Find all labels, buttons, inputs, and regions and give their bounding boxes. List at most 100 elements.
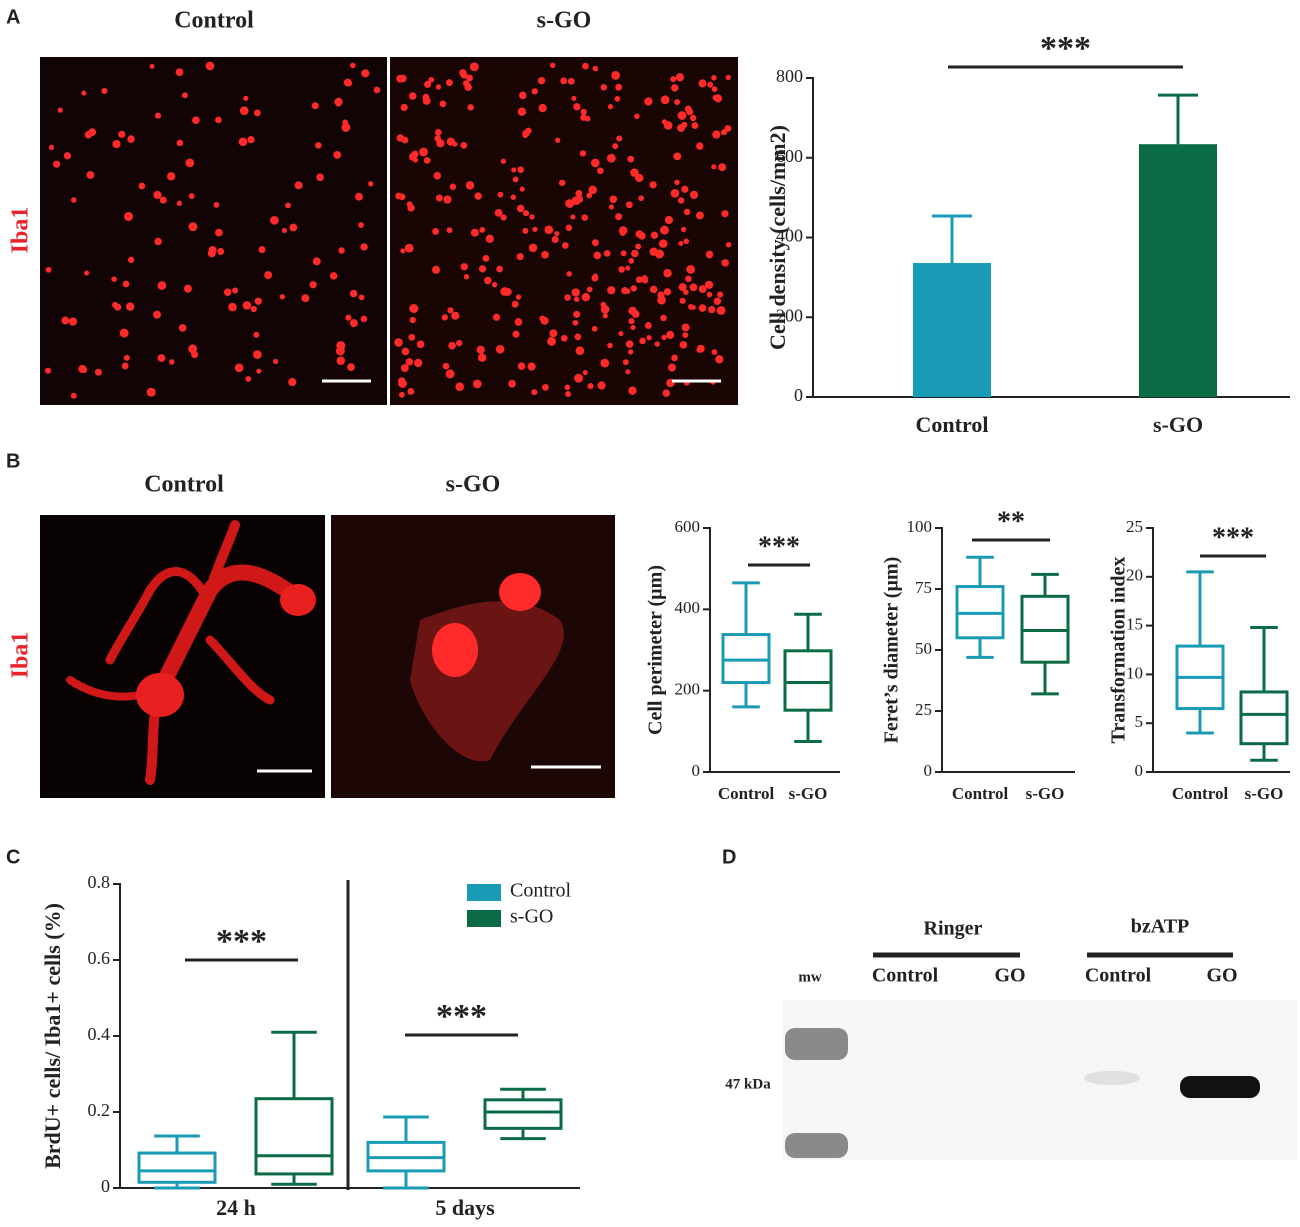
cell [711,164,717,170]
cell [724,125,732,132]
cell [358,222,364,228]
micrograph [40,57,387,405]
y-tick-label: 5 [1135,712,1144,731]
cell [335,100,342,107]
panel-label: A [6,6,20,28]
cell [492,313,501,321]
stain-label: Iba1 [8,632,34,679]
cell [712,130,721,139]
cell [698,285,707,294]
cell [281,227,287,233]
cell [618,266,625,273]
cell [517,166,524,173]
cell [435,84,442,90]
cell [614,96,621,102]
x-tick-label: s-GO [1153,412,1203,437]
cell [497,191,504,198]
cell [625,369,631,375]
cell [580,114,587,121]
cell [706,291,713,298]
cell [511,167,517,173]
cell [423,157,431,164]
cell [635,276,643,284]
cell [479,226,486,233]
cell-body [280,584,316,616]
cell [342,119,349,126]
cell [472,379,482,389]
cell [121,362,129,370]
cell [127,135,135,143]
stain-label: Iba1 [8,207,34,254]
cell [708,305,716,314]
bar [1139,144,1217,397]
x-tick-label: s-GO [789,784,828,803]
cell [516,253,524,261]
cell [449,183,457,190]
cell [695,211,704,220]
cell [138,182,146,190]
cell [398,391,405,398]
cell [716,306,726,315]
cell [615,213,623,221]
cell [685,275,692,283]
cell [442,362,450,370]
cell [571,288,580,297]
cell [122,280,130,288]
cell [541,251,549,259]
cell [622,359,629,366]
cell [242,301,252,310]
cell [409,316,416,324]
cell [649,285,658,294]
y-tick-label: 0 [101,1176,110,1196]
cell [157,354,166,362]
cell [677,124,686,132]
cell [641,275,648,282]
y-tick-label: 25 [1126,517,1143,536]
cell [591,325,598,332]
cell [123,354,130,361]
cell [570,214,576,220]
cell [53,160,61,168]
ladder-band [785,1133,848,1158]
cell [625,340,634,348]
cell [191,350,199,359]
cell [580,108,587,116]
cell [628,386,637,395]
cell [349,319,358,328]
cell [111,276,117,282]
cell [644,97,653,106]
cell [500,158,507,164]
box [1239,690,1289,746]
cell [690,304,696,310]
column-title: s-GO [446,472,501,498]
cell [358,294,365,301]
legend-swatch [467,884,501,901]
cell [565,224,573,232]
cell [635,243,642,250]
cell [670,76,677,83]
cell [264,271,273,280]
legend-label: Control [510,880,572,902]
box [137,1151,217,1184]
cell [405,358,414,366]
cell [596,167,604,175]
cell [660,95,670,105]
cell [725,74,731,81]
cell [649,181,657,189]
cell [573,103,581,111]
cell [289,223,298,232]
cell [432,228,439,235]
cell [451,311,460,320]
cell [593,251,602,260]
cell [574,333,582,341]
cell [409,304,419,314]
x-tick-label: Control [1172,784,1229,803]
cell [446,227,453,234]
cell [510,194,517,200]
cell [485,234,494,243]
cell [239,106,249,116]
x-tick-label: Control [718,784,775,803]
blot-band [1180,1076,1260,1098]
y-tick-label: 20 [1126,566,1143,585]
